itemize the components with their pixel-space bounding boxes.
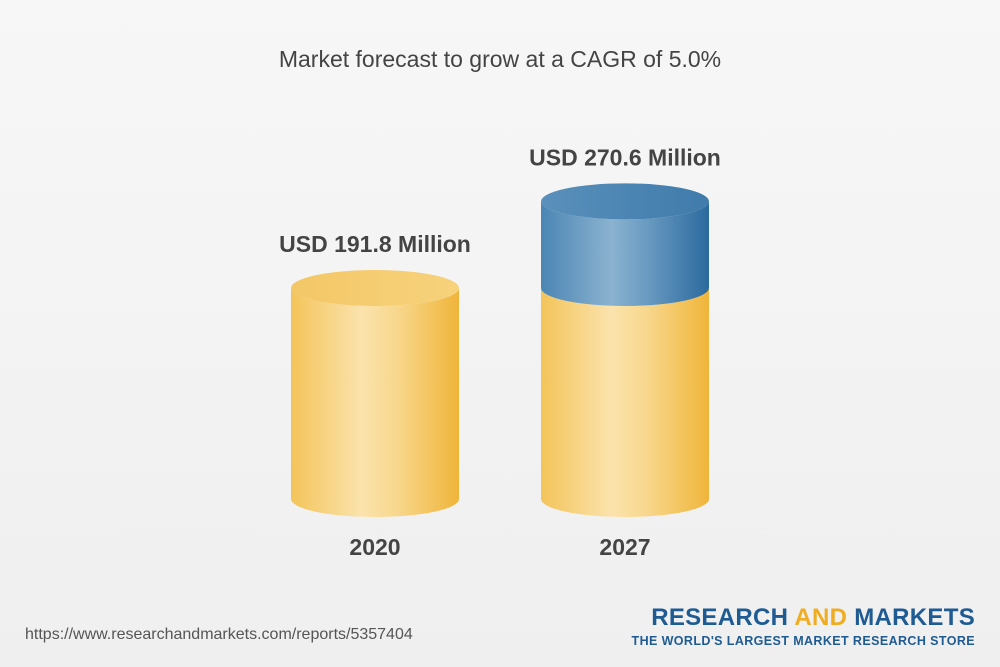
bar-2027-top xyxy=(541,183,709,220)
data-label-2020: USD 191.8 Million xyxy=(279,231,471,257)
brand-tagline: THE WORLD'S LARGEST MARKET RESEARCH STOR… xyxy=(631,634,975,648)
category-label-2020: 2020 xyxy=(349,534,400,560)
chart-title: Market forecast to grow at a CAGR of 5.0… xyxy=(278,46,722,72)
bar-2020-top xyxy=(291,270,459,307)
data-label-2027: USD 270.6 Million xyxy=(529,144,721,170)
bar-2020-base xyxy=(291,288,459,517)
bar-2027-base xyxy=(541,288,709,517)
bar-2027-growth xyxy=(541,201,709,307)
category-label-2027: 2027 xyxy=(599,534,650,560)
brand-wordmark: RESEARCH AND MARKETS xyxy=(651,604,975,631)
source-url[interactable]: https://www.researchandmarkets.com/repor… xyxy=(25,626,413,643)
brand-logo: RESEARCH AND MARKETS THE WORLD'S LARGEST… xyxy=(632,604,975,650)
